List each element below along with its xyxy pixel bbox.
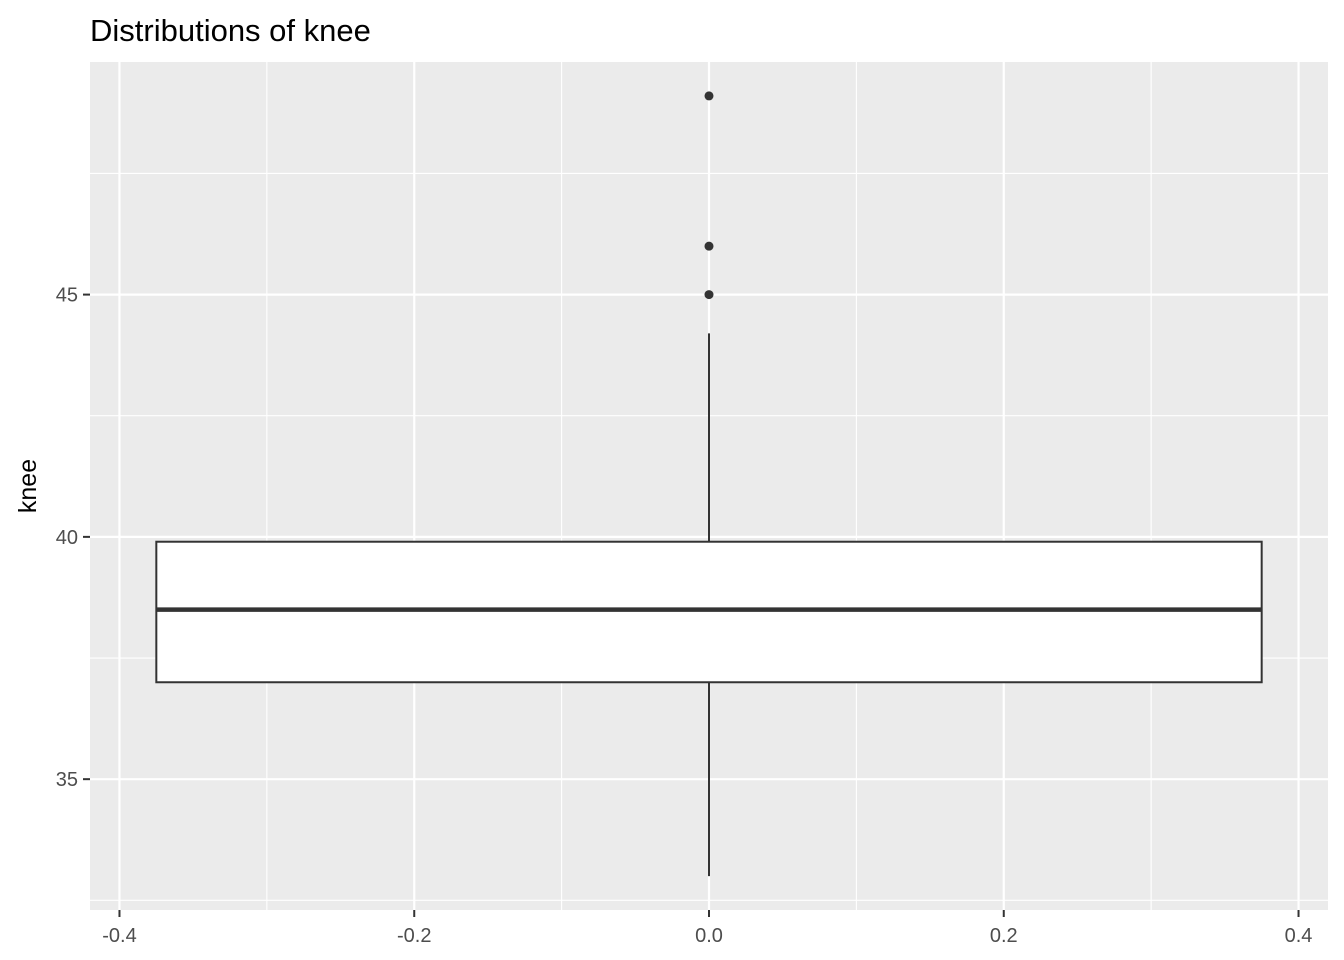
x-tick-label: 0.4 (1285, 925, 1313, 947)
axis-ticks (83, 293, 1300, 917)
outlier-point (704, 290, 714, 300)
x-tick-label: 0.0 (695, 925, 723, 947)
tick-labels: -0.4 -0.2 0.0 0.2 0.4 35 40 45 (56, 285, 1313, 947)
box-layer (155, 91, 1263, 877)
outlier-point (704, 91, 714, 101)
outlier-point (704, 241, 714, 251)
x-tick-label: -0.4 (102, 925, 136, 947)
y-tick-label: 45 (56, 285, 78, 307)
y-axis-title: knee (14, 459, 42, 513)
x-tick-label: -0.2 (397, 925, 431, 947)
chart-title: Distributions of knee (90, 13, 371, 48)
iqr-box (155, 540, 1263, 684)
y-tick-label: 35 (56, 769, 78, 791)
y-tick-label: 40 (56, 527, 78, 549)
x-tick-label: 0.2 (990, 925, 1018, 947)
